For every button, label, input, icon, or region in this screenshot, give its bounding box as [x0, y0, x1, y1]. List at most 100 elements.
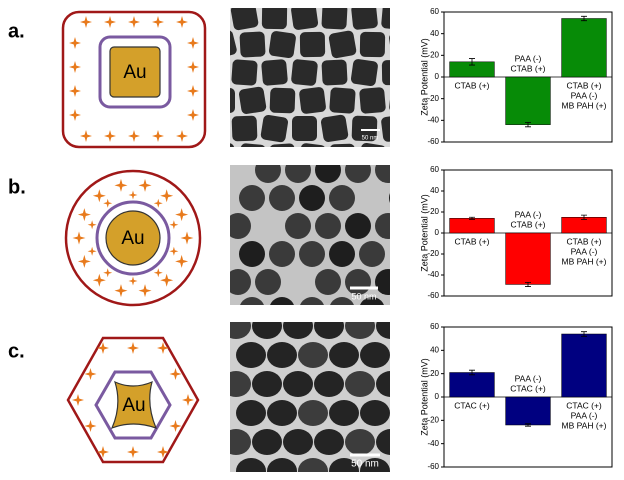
particle	[314, 371, 344, 397]
y-axis-label: Zeta Potential (mV)	[419, 358, 429, 436]
star	[180, 231, 194, 245]
star	[103, 268, 113, 278]
tem-image	[230, 8, 415, 169]
bar-chart: Zeta Potential (mV) -60 -40 -20 0 20 40 60 CTAB …	[419, 165, 613, 300]
y-tick-label: 20	[430, 207, 439, 216]
particle	[252, 322, 282, 339]
tem-image	[230, 322, 421, 472]
x-tick-label: PAA (-)	[515, 53, 542, 63]
y-tick-label: 60	[430, 7, 439, 16]
stars	[72, 342, 194, 458]
particle	[389, 30, 390, 58]
error-bar	[581, 214, 587, 220]
particle	[391, 342, 421, 368]
particle	[345, 371, 375, 397]
panel-label: a.	[8, 20, 25, 42]
particle	[239, 241, 265, 267]
star	[84, 368, 97, 380]
particle	[389, 193, 390, 203]
star	[187, 61, 199, 73]
star	[72, 394, 84, 406]
star	[77, 208, 91, 222]
particle	[291, 59, 318, 86]
particle	[239, 185, 265, 211]
x-tick-label: CTAC (+)	[510, 383, 546, 393]
core-label: Au	[121, 228, 144, 249]
particle	[360, 297, 384, 305]
scale-label: 50 nm	[351, 459, 379, 470]
star	[104, 16, 116, 28]
y-tick-label: 40	[430, 29, 439, 38]
particle	[389, 297, 415, 323]
star	[80, 16, 92, 28]
bar	[561, 333, 607, 398]
star	[92, 273, 106, 287]
particle	[267, 400, 297, 426]
star	[87, 220, 97, 230]
particle	[230, 371, 251, 397]
particle	[292, 116, 317, 141]
particle	[345, 429, 375, 455]
particle	[299, 185, 325, 211]
particle	[269, 87, 296, 114]
particle	[230, 322, 251, 339]
particle	[381, 115, 390, 142]
error-bar	[581, 331, 587, 337]
schematic: Au	[64, 169, 202, 307]
y-tick-label: -40	[427, 439, 439, 448]
bar	[449, 372, 495, 398]
panel-label: b.	[8, 176, 26, 198]
x-tick-label: CTAB (+)	[454, 236, 489, 246]
error-bar	[469, 369, 475, 376]
star	[152, 130, 164, 142]
particle	[240, 297, 264, 305]
particle	[283, 322, 313, 339]
particle	[230, 429, 251, 455]
star	[160, 189, 174, 203]
gold-core	[109, 46, 161, 98]
y-axis-label: Zeta Potential (mV)	[419, 38, 429, 116]
particle	[267, 342, 297, 368]
bar	[505, 396, 551, 426]
particle	[299, 31, 326, 58]
star	[152, 16, 164, 28]
y-tick-label: 40	[430, 345, 439, 354]
scale-label: 50 nm	[362, 136, 379, 142]
star	[69, 85, 81, 97]
particle	[238, 86, 267, 114]
panel-label: c.	[8, 340, 25, 362]
error-bar	[525, 423, 531, 427]
particle	[231, 115, 258, 142]
y-tick-label: -40	[427, 115, 439, 124]
y-tick-label: -20	[427, 415, 439, 424]
particle	[269, 185, 295, 211]
star	[104, 130, 116, 142]
particle	[376, 429, 390, 455]
bar-chart: Zeta Potential (mV) -60 -40 -20 0 20 40 60 CTAC …	[419, 322, 613, 471]
star	[114, 178, 128, 192]
star	[87, 246, 97, 256]
particle	[351, 115, 378, 142]
bar	[505, 232, 551, 285]
particle	[345, 213, 371, 239]
particle	[350, 59, 378, 87]
particle	[360, 458, 390, 472]
x-tick-label: PAA (-)	[571, 90, 598, 100]
error-bar	[581, 15, 587, 22]
particle	[330, 297, 354, 305]
particle	[359, 87, 386, 114]
star	[169, 220, 179, 230]
x-tick-label: CTAB (+)	[510, 219, 545, 229]
star	[187, 109, 199, 121]
star	[114, 284, 128, 298]
particle	[390, 144, 415, 169]
particle	[255, 165, 281, 183]
particle	[252, 429, 282, 455]
star	[176, 16, 188, 28]
particle	[328, 30, 357, 59]
star	[80, 130, 92, 142]
star	[128, 276, 138, 286]
particle	[230, 213, 251, 239]
x-tick-label: PAA (-)	[515, 209, 542, 219]
